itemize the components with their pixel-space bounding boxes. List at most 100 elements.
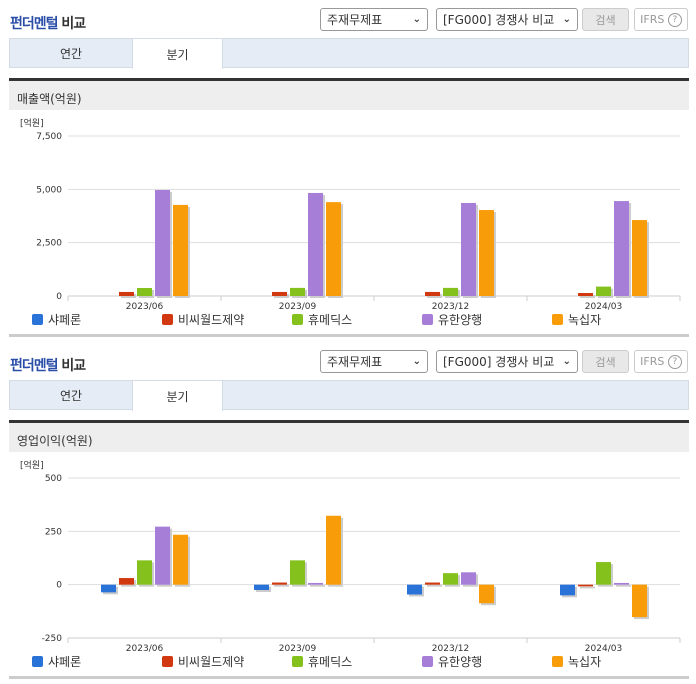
section-title: 펀더멘털 비교 (10, 358, 86, 374)
tab-quarterly[interactable]: 분기 (132, 38, 223, 69)
legend-label: 비씨월드제약 (178, 312, 244, 327)
fundamental-comparison-section: 펀더멘털 비교 주재무제표 ⌄ [FG000] 경쟁사 비교 ⌄ 검색 IFRS ?… (9, 8, 689, 337)
bar (443, 287, 458, 296)
bar (596, 286, 611, 296)
bar (479, 210, 494, 296)
bar (461, 202, 476, 296)
ifrs-button[interactable]: IFRS ? (634, 8, 688, 31)
legend-label: 유한양행 (438, 654, 482, 669)
chart-title: 영업이익(억원) (9, 420, 689, 452)
legend-swatch (552, 314, 563, 325)
divider (9, 334, 689, 337)
bar-shadow (274, 584, 289, 587)
legend-swatch (552, 656, 563, 667)
statement-select[interactable]: 주재무제표 ⌄ (320, 8, 428, 31)
legend-swatch (422, 314, 433, 325)
bar (155, 189, 170, 296)
chevron-down-icon: ⌄ (412, 356, 421, 367)
bar (425, 291, 440, 296)
bar-shadow (580, 295, 595, 298)
y-axis-unit: [억원] (20, 459, 44, 471)
bar (596, 562, 611, 585)
y-tick-label: -250 (42, 634, 63, 644)
statement-select[interactable]: 주재무제표 ⌄ (320, 350, 428, 373)
chevron-down-icon: ⌄ (562, 356, 571, 367)
legend-label: 샤페론 (48, 655, 81, 669)
bar (614, 201, 629, 296)
bar-shadow (580, 586, 595, 589)
search-button[interactable]: 검색 (582, 350, 629, 373)
legend-label: 녹십자 (568, 655, 601, 669)
x-tick-label: 2024/03 (585, 644, 622, 654)
bar (119, 578, 134, 585)
bar (173, 534, 188, 585)
bar (119, 291, 134, 296)
y-tick-label: 2,500 (36, 239, 62, 249)
bar (272, 291, 287, 296)
legend-label: 휴메딕스 (308, 313, 352, 327)
x-tick-label: 2024/03 (585, 302, 622, 312)
bar (614, 582, 629, 585)
tab-annual[interactable]: 연간 (59, 388, 83, 403)
legend-swatch (32, 314, 43, 325)
bar-chart: [억원]500 250 0 -250 2023/06 2023/09 2023/12 2024… (20, 459, 681, 669)
bar (155, 526, 170, 585)
y-tick-label: 250 (45, 527, 62, 537)
period-tabs: 연간 분기 (9, 380, 689, 411)
bar (308, 582, 323, 585)
bar (632, 584, 647, 618)
bar-shadow (427, 584, 442, 587)
tab-annual[interactable]: 연간 (59, 46, 83, 61)
search-button[interactable]: 검색 (582, 8, 629, 31)
x-tick-label: 2023/12 (432, 644, 469, 654)
bar (326, 515, 341, 585)
legend-label: 녹십자 (568, 313, 601, 327)
legend-label: 비씨월드제약 (178, 654, 244, 669)
legend-swatch (422, 656, 433, 667)
legend-label: 샤페론 (48, 313, 81, 327)
y-tick-label: 7,500 (36, 132, 62, 142)
section-title: 펀더멘털 비교 (10, 16, 86, 32)
compare-select[interactable]: [FG000] 경쟁사 비교 ⌄ (436, 350, 578, 373)
bar (632, 220, 647, 296)
y-tick-label: 0 (56, 292, 62, 302)
legend-swatch (32, 656, 43, 667)
bar-shadow (616, 584, 631, 587)
bar (137, 288, 152, 296)
bar (425, 582, 440, 585)
legend-label: 휴메딕스 (308, 655, 352, 669)
bar (461, 572, 476, 585)
ifrs-button[interactable]: IFRS ? (634, 350, 688, 373)
divider (9, 676, 689, 679)
bar (101, 584, 116, 593)
y-tick-label: 5,000 (36, 185, 62, 195)
bar-shadow (310, 584, 325, 587)
bar (443, 573, 458, 585)
y-tick-label: 0 (56, 581, 62, 591)
x-tick-label: 2023/06 (126, 644, 164, 654)
fundamental-comparison-section: 펀더멘털 비교 주재무제표 ⌄ [FG000] 경쟁사 비교 ⌄ 검색 IFRS ?… (0, 342, 696, 684)
bar (137, 560, 152, 585)
y-tick-label: 500 (45, 474, 62, 484)
bar (578, 584, 593, 587)
y-axis-unit: [억원] (20, 117, 44, 129)
legend-swatch (292, 656, 303, 667)
question-circle-icon: ? (667, 12, 682, 27)
period-tabs: 연간 분기 (9, 38, 689, 69)
bar (290, 287, 305, 296)
x-tick-label: 2023/09 (279, 644, 317, 654)
bar (479, 584, 494, 604)
legend-swatch (162, 656, 173, 667)
bar (173, 204, 188, 296)
chevron-down-icon: ⌄ (412, 14, 421, 25)
chart-title: 매출액(억원) (9, 78, 689, 110)
legend-swatch (292, 314, 303, 325)
bar (326, 202, 341, 296)
x-tick-label: 2023/12 (432, 302, 469, 312)
compare-select[interactable]: [FG000] 경쟁사 비교 ⌄ (436, 8, 578, 31)
legend-label: 유한양행 (438, 312, 482, 327)
tab-quarterly[interactable]: 분기 (132, 380, 223, 411)
bar (407, 584, 422, 595)
bar (272, 582, 287, 585)
chevron-down-icon: ⌄ (562, 14, 571, 25)
